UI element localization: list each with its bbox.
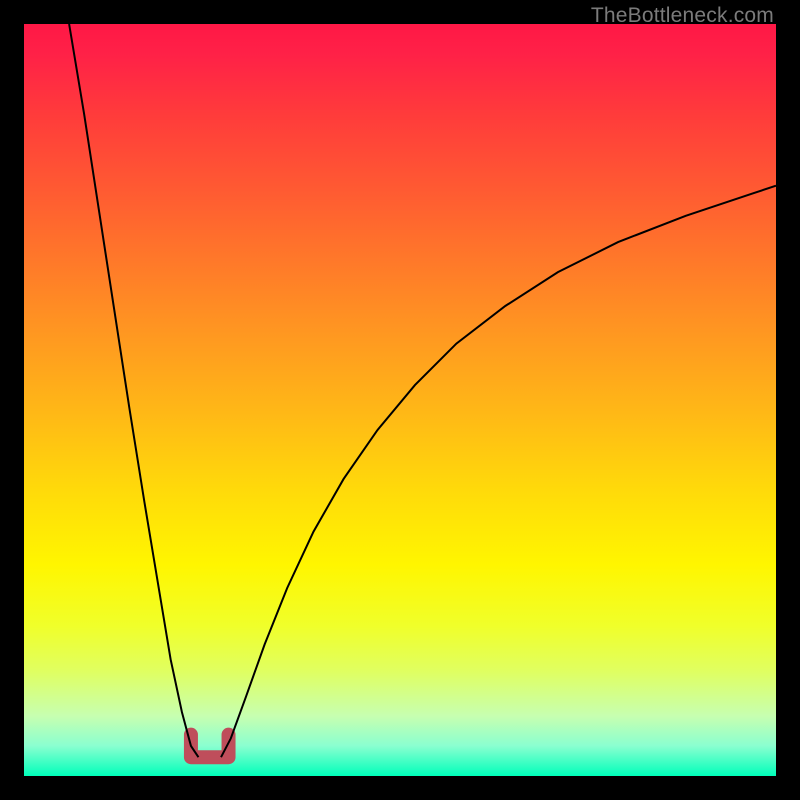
curve-right-branch (221, 186, 776, 758)
curve-left-branch (69, 24, 198, 757)
watermark-text: TheBottleneck.com (591, 4, 774, 28)
curve-layer (24, 24, 776, 776)
plot-area (24, 24, 776, 776)
